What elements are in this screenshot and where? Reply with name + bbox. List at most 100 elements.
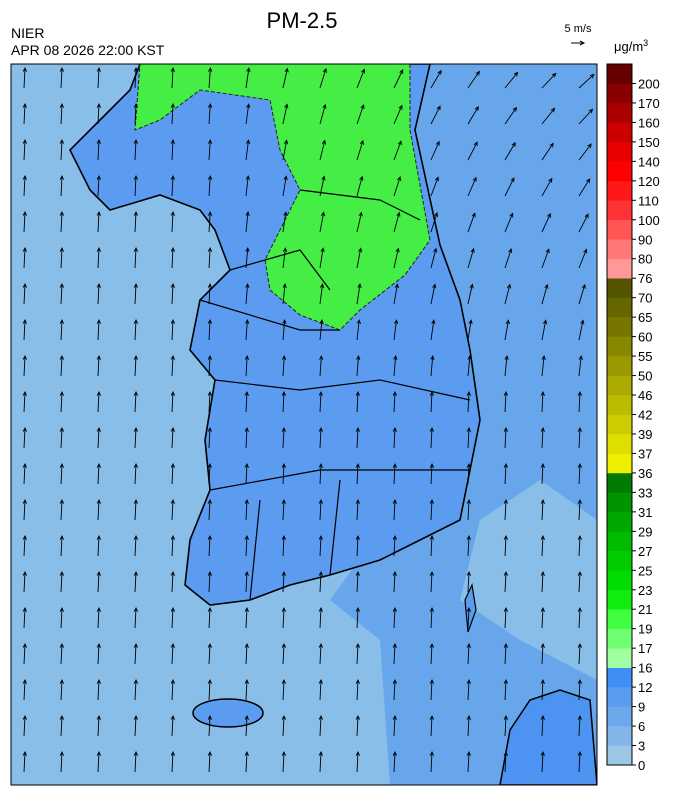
wind-arrow (541, 107, 556, 125)
wind-arrow (22, 354, 27, 377)
wind-arrow (356, 319, 361, 341)
wind-arrow (22, 642, 27, 665)
wind-arrow (318, 714, 323, 737)
wind-arrow (207, 210, 213, 233)
wind-arrow (170, 210, 175, 233)
colorbar-segment (607, 297, 632, 318)
wind-arrow (355, 750, 360, 773)
wind-arrow (578, 213, 589, 233)
wind-arrow (133, 390, 138, 413)
wind-arrow (318, 426, 323, 449)
wind-arrow (96, 534, 101, 557)
colorbar-segment (607, 161, 632, 182)
colorbar-segment (607, 258, 632, 279)
wind-arrow (245, 139, 251, 161)
wind-arrow (281, 354, 287, 377)
wind-arrow (207, 750, 212, 773)
wind-arrow (541, 248, 550, 269)
wind-arrow (355, 570, 360, 593)
wind-arrow (207, 570, 212, 593)
wind-arrow (244, 426, 249, 449)
wind-arrow (356, 283, 362, 305)
colorbar-segment (607, 180, 632, 201)
colorbar-segment (607, 102, 632, 123)
wind-arrow (22, 534, 27, 557)
wind-arrow (59, 66, 64, 89)
island (464, 582, 477, 633)
colorbar-segment (607, 122, 632, 143)
wind-arrow (430, 355, 435, 377)
wind-arrow (133, 750, 138, 773)
wind-arrow (577, 534, 582, 557)
wind-arrow (319, 139, 327, 161)
wind-arrow (244, 570, 249, 593)
wind-arrow (393, 283, 399, 305)
wind-arrow (207, 282, 213, 305)
wind-arrow (393, 355, 398, 377)
wind-arrow (59, 750, 64, 773)
colorbar-label: 65 (638, 310, 652, 325)
wind-arrow (207, 174, 213, 197)
wind-arrow (355, 714, 360, 737)
wind-arrow (503, 606, 508, 629)
wind-arrow (577, 750, 582, 773)
wind-arrow (96, 714, 101, 737)
wind-arrow (96, 426, 101, 449)
wind-arrow (281, 390, 286, 413)
wind-arrow (282, 211, 288, 233)
wind-arrow (504, 141, 516, 161)
wind-arrow (577, 606, 582, 629)
wind-arrow (393, 211, 401, 233)
wind-arrow (318, 534, 323, 557)
wind-arrow (59, 354, 64, 377)
colorbar-segment (607, 589, 632, 610)
wind-arrow (319, 247, 325, 269)
colorbar-segment (607, 317, 632, 337)
wind-arrow (504, 212, 514, 233)
wind-arrow (356, 139, 364, 161)
wind-arrow (96, 318, 101, 341)
wind-arrow (429, 462, 434, 485)
wind-arrow (429, 426, 434, 449)
wind-arrow (503, 498, 508, 521)
unit-exponent: 3 (643, 38, 648, 48)
wind-arrow (170, 66, 175, 89)
wind-arrow (466, 534, 471, 557)
wind-arrow (541, 212, 551, 233)
wind-arrow (207, 318, 213, 341)
wind-arrow (540, 390, 545, 413)
wind-arrow (318, 390, 323, 413)
colorbar-segment (607, 219, 632, 240)
wind-arrow (22, 318, 27, 341)
colorbar-segment (607, 278, 632, 298)
wind-arrow (133, 318, 138, 341)
wind-arrow (577, 390, 582, 413)
colorbar-label: 140 (638, 154, 660, 169)
wind-arrow (504, 283, 512, 305)
colorbar-segment (607, 200, 632, 221)
colorbar-segment (607, 687, 632, 707)
colorbar-segment (607, 375, 632, 396)
wind-arrow (281, 498, 286, 521)
wind-arrow (392, 750, 397, 773)
colorbar-label: 110 (638, 193, 659, 208)
wind-arrow (430, 211, 439, 233)
wind-arrow (207, 642, 212, 665)
wind-arrow (356, 175, 364, 197)
japan-coast (499, 689, 597, 785)
wind-arrow (244, 354, 250, 377)
wind-arrow (540, 714, 545, 737)
wind-arrow (466, 642, 471, 665)
wind-arrow (503, 534, 508, 557)
colorbar-segment (607, 336, 632, 357)
wind-arrow (59, 318, 64, 341)
wind-arrow (96, 678, 101, 701)
wind-arrow (578, 108, 594, 125)
wind-arrow (170, 750, 175, 773)
wind-arrow (429, 642, 434, 665)
colorbar-segment (607, 395, 632, 415)
wind-arrow (22, 102, 27, 125)
wind-arrow (133, 570, 138, 593)
wind-arrow (429, 606, 434, 629)
wind-arrow (429, 570, 434, 593)
